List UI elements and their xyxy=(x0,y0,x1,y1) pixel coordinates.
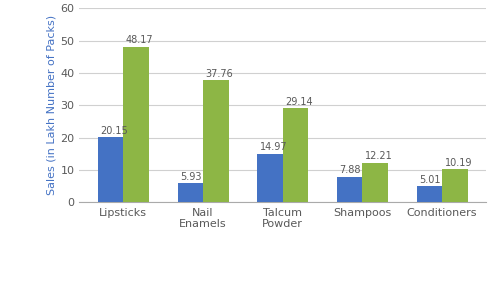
Legend: 1995, 2000: 1995, 2000 xyxy=(225,275,341,281)
Bar xyxy=(417,186,442,202)
Bar xyxy=(124,47,149,202)
Text: 5.01: 5.01 xyxy=(419,175,440,185)
Text: 37.76: 37.76 xyxy=(205,69,233,79)
Bar xyxy=(283,108,308,202)
Text: 10.19: 10.19 xyxy=(444,158,472,168)
Bar xyxy=(178,183,203,202)
Text: 5.93: 5.93 xyxy=(180,171,201,182)
Bar xyxy=(363,163,388,202)
Bar xyxy=(203,80,229,202)
Text: 20.15: 20.15 xyxy=(100,126,128,136)
Bar xyxy=(442,169,468,202)
Y-axis label: Sales (in Lakh Number of Packs): Sales (in Lakh Number of Packs) xyxy=(46,15,56,196)
Text: 7.88: 7.88 xyxy=(339,165,361,175)
Text: 48.17: 48.17 xyxy=(126,35,154,45)
Text: 12.21: 12.21 xyxy=(365,151,393,161)
Bar xyxy=(98,137,124,202)
Bar xyxy=(257,154,283,202)
Text: 14.97: 14.97 xyxy=(260,142,287,152)
Text: 29.14: 29.14 xyxy=(285,97,313,106)
Bar xyxy=(337,177,363,202)
